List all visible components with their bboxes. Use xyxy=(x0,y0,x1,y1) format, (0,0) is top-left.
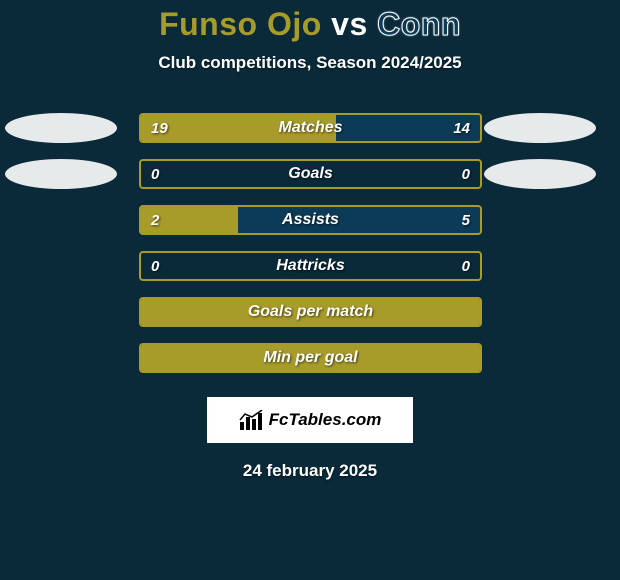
container: Funso Ojo vs Conn Club competitions, Sea… xyxy=(0,0,620,580)
stat-row: 00Goals xyxy=(0,159,620,189)
stat-row: Min per goal xyxy=(0,343,620,373)
stat-label: Assists xyxy=(141,207,480,233)
stat-bar: 1914Matches xyxy=(139,113,482,143)
stat-label: Hattricks xyxy=(141,253,480,279)
stat-bar: 00Hattricks xyxy=(139,251,482,281)
title-vs: vs xyxy=(331,6,368,42)
player1-marker xyxy=(5,113,117,143)
chart-icon xyxy=(239,410,263,430)
player1-marker xyxy=(5,159,117,189)
player2-marker xyxy=(484,159,596,189)
branding-badge: FcTables.com xyxy=(207,397,413,443)
page-title: Funso Ojo vs Conn xyxy=(0,6,620,43)
branding-text: FcTables.com xyxy=(269,410,382,430)
stat-bar: Goals per match xyxy=(139,297,482,327)
stat-label: Matches xyxy=(141,115,480,141)
player2-marker xyxy=(484,113,596,143)
stat-bar: 25Assists xyxy=(139,205,482,235)
stat-row: 1914Matches xyxy=(0,113,620,143)
stat-bar: Min per goal xyxy=(139,343,482,373)
stat-bar: 00Goals xyxy=(139,159,482,189)
stat-row: 00Hattricks xyxy=(0,251,620,281)
stat-row: 25Assists xyxy=(0,205,620,235)
title-player1: Funso Ojo xyxy=(159,6,322,42)
stat-label: Goals per match xyxy=(141,299,480,325)
title-player2: Conn xyxy=(377,6,461,42)
subtitle: Club competitions, Season 2024/2025 xyxy=(0,53,620,73)
stat-label: Goals xyxy=(141,161,480,187)
date-text: 24 february 2025 xyxy=(0,461,620,481)
stats-comparison: 1914Matches 00Goals 25Assists 00Hattricks Go… xyxy=(0,113,620,381)
stat-label: Min per goal xyxy=(141,345,480,371)
stat-row: Goals per match xyxy=(0,297,620,327)
